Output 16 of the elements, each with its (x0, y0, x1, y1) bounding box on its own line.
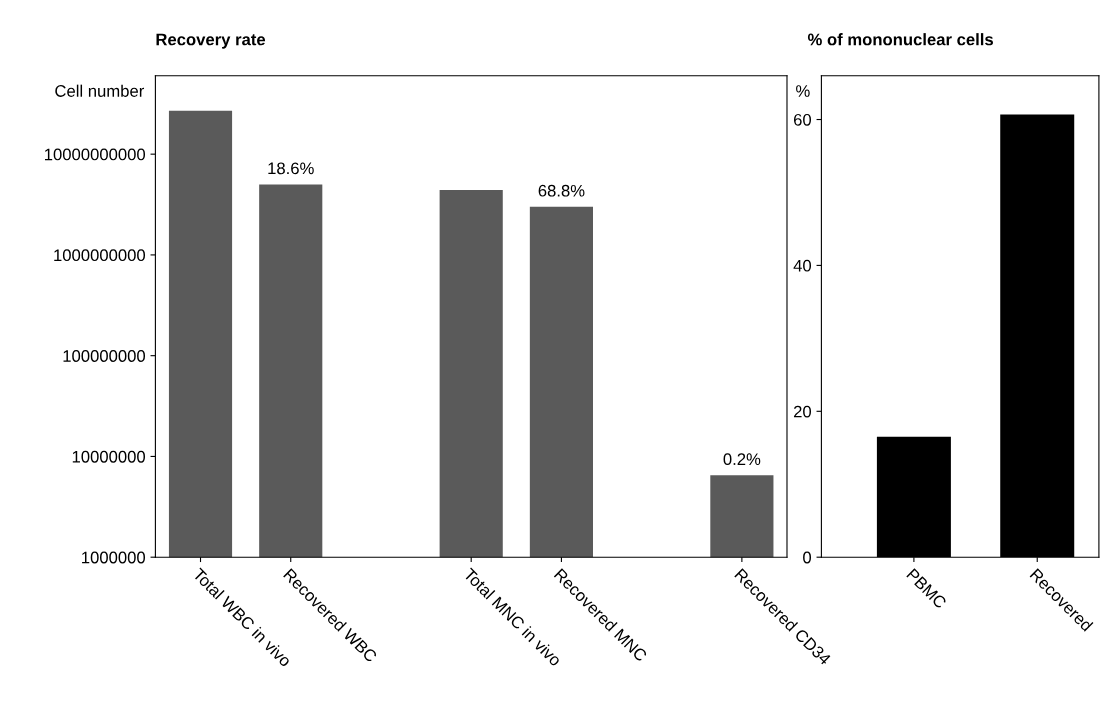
y-axis-title: Cell number (55, 84, 145, 97)
y-tick-label: 20 (793, 405, 812, 418)
chart-title: % of mononuclear cells (807, 33, 993, 46)
y-tick-label: 60 (793, 113, 812, 126)
annotation: 18.6% (268, 162, 314, 175)
y-tick-label: 0 (803, 551, 812, 564)
y-tick-label: 40 (793, 259, 812, 272)
y-axis-title: % (796, 85, 810, 97)
annotation: 0.2% (723, 453, 761, 466)
annotation: 68.8% (538, 184, 585, 197)
chart-title: Recovery rate (156, 33, 266, 49)
y-tick-label: 10000000 (72, 450, 146, 463)
y-tick-label: 1000000000 (54, 249, 146, 262)
y-tick-label: 10000000000 (45, 148, 146, 161)
y-tick-label: 100000000 (63, 350, 146, 362)
y-tick-label: 1000000 (82, 551, 146, 564)
